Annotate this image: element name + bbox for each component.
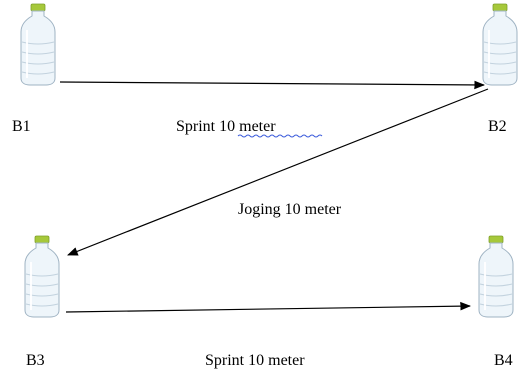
bottle-b4-icon — [478, 235, 514, 318]
station-label-b2: B2 — [488, 118, 507, 135]
station-label-b1: B1 — [12, 118, 31, 135]
segment-label-b2-b3: Joging 10 meter — [238, 201, 342, 218]
bottle-b3-icon — [24, 235, 60, 318]
arrow-b2-to-b3 — [66, 88, 489, 256]
segment-label-b3-b4: Sprint 10 meter — [205, 352, 305, 369]
arrow-b3-to-b4 — [65, 301, 472, 313]
bottle-b2-icon — [482, 3, 518, 86]
bottle-b1-icon — [20, 3, 56, 86]
station-label-b3: B3 — [26, 352, 45, 369]
arrow-b1-to-b2 — [59, 80, 486, 90]
spellcheck-underline — [237, 134, 323, 138]
segment-label-b1-b2: Sprint 10 meter — [176, 118, 276, 135]
station-label-b4: B4 — [494, 352, 513, 369]
